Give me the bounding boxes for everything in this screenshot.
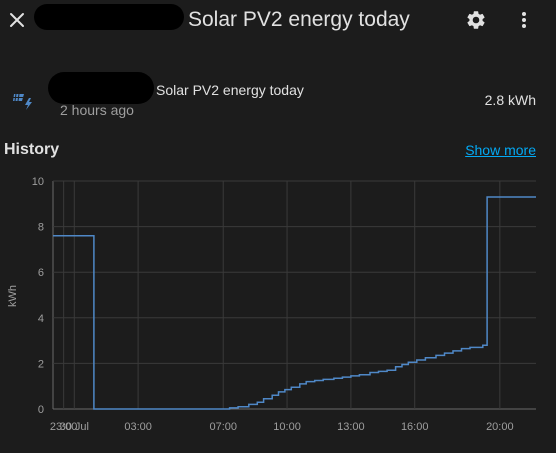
x-tick-label: 10:00 (273, 421, 301, 433)
x-tick-label: 13:00 (337, 421, 365, 433)
solar-power-icon (13, 93, 32, 110)
close-button[interactable] (4, 7, 30, 33)
settings-button[interactable] (462, 6, 490, 34)
y-tick-label: 10 (32, 176, 44, 188)
entity-row: Solar PV2 energy today 2 hours ago 2.8 k… (0, 68, 556, 124)
y-axis-ticks: 0 2 4 6 8 10 (32, 176, 44, 416)
more-vertical-icon (522, 12, 526, 28)
more-options-button[interactable] (512, 6, 536, 34)
y-tick-label: 0 (38, 404, 44, 416)
history-heading: History (4, 141, 60, 158)
gear-icon (467, 11, 485, 29)
dialog-header: Solar PV2 energy today (0, 0, 556, 42)
last-changed: 2 hours ago (60, 102, 134, 118)
x-tick-label: 30 Jul (60, 421, 89, 433)
dialog-title: Solar PV2 energy today (188, 8, 410, 31)
x-tick-label: 03:00 (124, 421, 152, 433)
entity-state-value: 2.8 kWh (484, 92, 536, 108)
x-tick-label: 07:00 (209, 421, 237, 433)
show-more-link[interactable]: Show more (465, 142, 536, 158)
x-tick-label: 16:00 (401, 421, 429, 433)
y-tick-label: 2 (38, 358, 44, 370)
x-tick-label: 20:00 (486, 421, 514, 433)
close-icon (10, 13, 24, 27)
chart-grid (52, 180, 536, 410)
redacted-device-name (34, 4, 184, 30)
redacted-entity-name (48, 72, 154, 104)
y-tick-label: 6 (38, 267, 44, 279)
y-tick-label: 4 (38, 313, 44, 325)
series-line (53, 196, 536, 410)
y-axis-label: kWh (7, 285, 19, 307)
y-tick-label: 8 (38, 222, 44, 234)
entity-name: Solar PV2 energy today (156, 82, 304, 98)
chart-series (53, 196, 536, 410)
x-tick-label: 23:00 (50, 421, 78, 433)
